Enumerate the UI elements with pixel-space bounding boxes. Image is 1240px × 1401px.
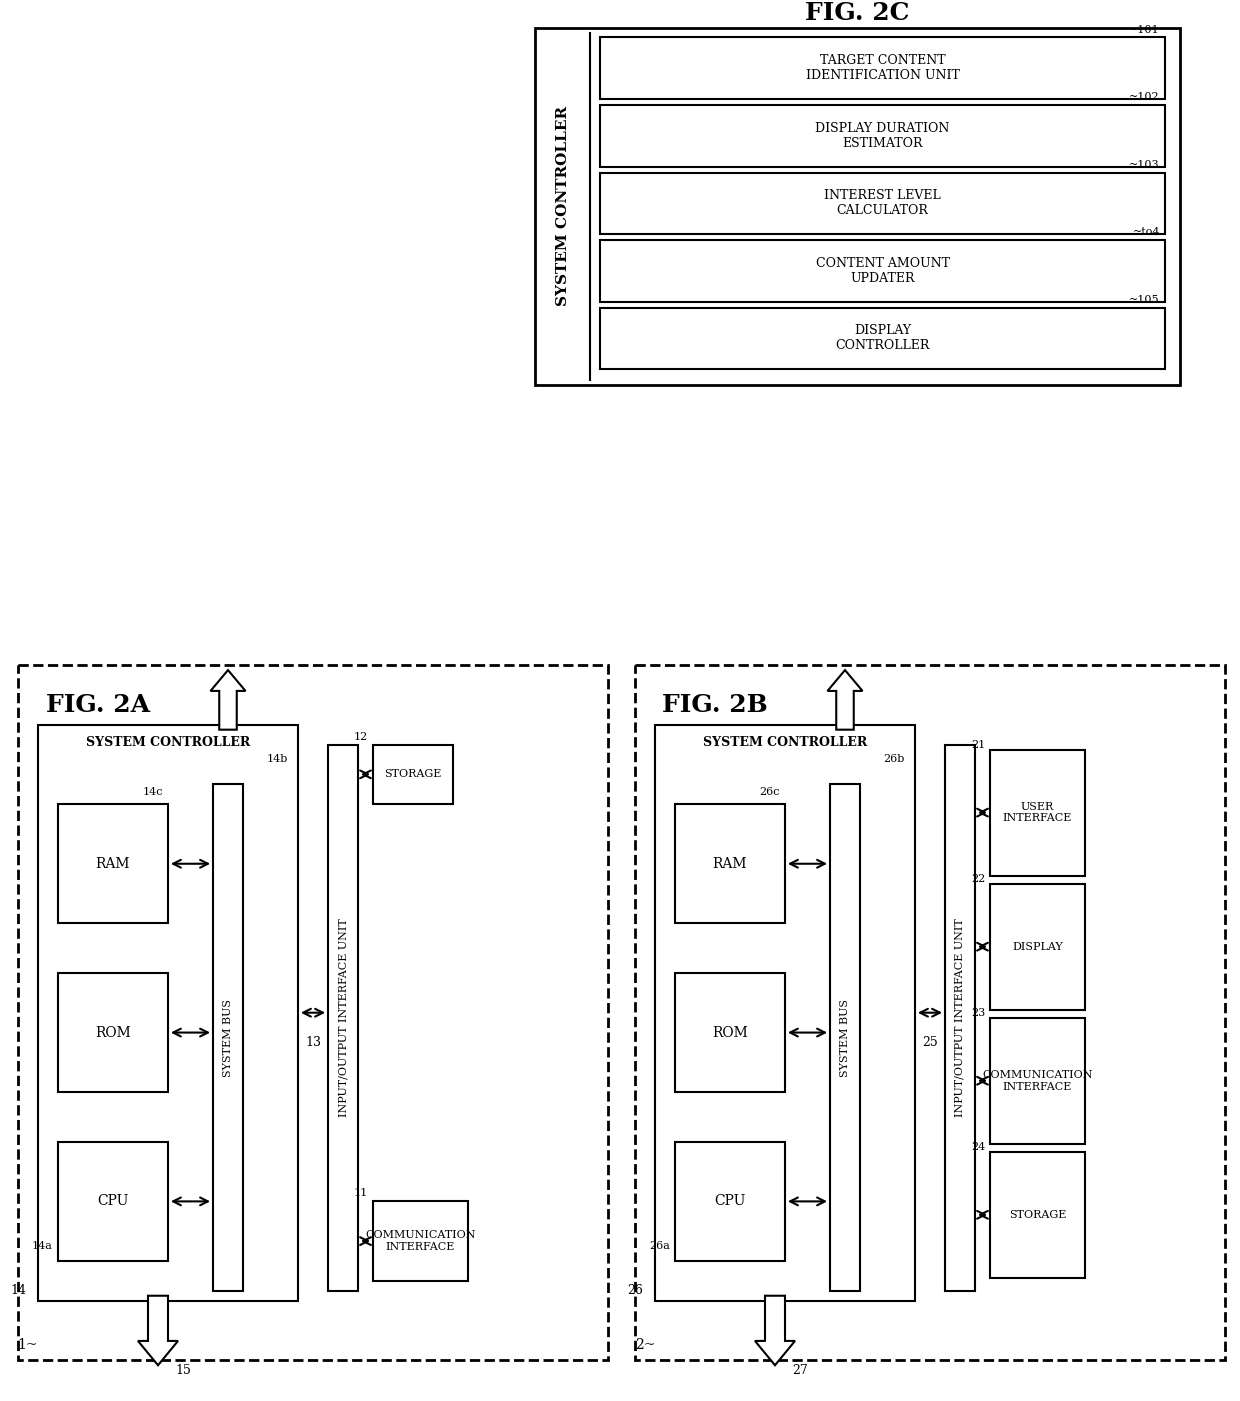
Text: ROM: ROM: [712, 1026, 748, 1040]
Text: 1~: 1~: [17, 1338, 38, 1352]
Text: INPUT/OUTPUT INTERFACE UNIT: INPUT/OUTPUT INTERFACE UNIT: [339, 918, 348, 1117]
Polygon shape: [211, 670, 246, 730]
FancyBboxPatch shape: [990, 750, 1085, 876]
Text: 2~: 2~: [635, 1338, 655, 1352]
FancyBboxPatch shape: [373, 1202, 467, 1281]
Text: 26a: 26a: [649, 1241, 670, 1251]
FancyBboxPatch shape: [600, 105, 1166, 167]
Text: 11: 11: [353, 1188, 368, 1198]
FancyBboxPatch shape: [990, 884, 1085, 1010]
Polygon shape: [755, 1296, 795, 1365]
Text: FIG. 2C: FIG. 2C: [805, 0, 910, 25]
Text: SYSTEM BUS: SYSTEM BUS: [839, 999, 849, 1076]
Text: ~105: ~105: [1130, 294, 1159, 304]
Polygon shape: [138, 1296, 179, 1365]
Text: COMMUNICATION
INTERFACE: COMMUNICATION INTERFACE: [982, 1070, 1092, 1091]
Text: SYSTEM CONTROLLER: SYSTEM CONTROLLER: [703, 736, 867, 750]
Text: ROM: ROM: [95, 1026, 131, 1040]
Text: DISPLAY DURATION
ESTIMATOR: DISPLAY DURATION ESTIMATOR: [816, 122, 950, 150]
FancyBboxPatch shape: [675, 1142, 785, 1261]
Text: STORAGE: STORAGE: [384, 769, 441, 779]
Text: 21: 21: [971, 740, 985, 750]
FancyBboxPatch shape: [945, 744, 975, 1290]
FancyBboxPatch shape: [19, 665, 608, 1360]
Text: COMMUNICATION
INTERFACE: COMMUNICATION INTERFACE: [366, 1230, 476, 1252]
Text: FIG. 2B: FIG. 2B: [662, 693, 768, 717]
Text: SYSTEM CONTROLLER: SYSTEM CONTROLLER: [556, 106, 570, 307]
FancyBboxPatch shape: [58, 972, 167, 1093]
Text: 26: 26: [627, 1285, 644, 1297]
Text: ~to4: ~to4: [1132, 227, 1159, 237]
FancyBboxPatch shape: [58, 1142, 167, 1261]
Text: 15: 15: [175, 1363, 191, 1377]
Text: RAM: RAM: [95, 857, 130, 871]
Text: RAM: RAM: [713, 857, 748, 871]
Text: INTEREST LEVEL
CALCULATOR: INTEREST LEVEL CALCULATOR: [825, 189, 941, 217]
FancyBboxPatch shape: [329, 744, 358, 1290]
Text: 25: 25: [923, 1035, 937, 1049]
FancyBboxPatch shape: [635, 665, 1225, 1360]
Text: 24: 24: [971, 1142, 985, 1152]
Text: 22: 22: [971, 874, 985, 884]
FancyBboxPatch shape: [830, 785, 861, 1290]
FancyBboxPatch shape: [600, 38, 1166, 99]
Text: 14: 14: [10, 1285, 26, 1297]
Text: 26c: 26c: [759, 787, 780, 797]
Text: 12: 12: [353, 731, 368, 741]
Text: 26b: 26b: [884, 755, 905, 765]
FancyBboxPatch shape: [675, 972, 785, 1093]
Polygon shape: [827, 670, 863, 730]
Text: DISPLAY
CONTROLLER: DISPLAY CONTROLLER: [836, 325, 930, 353]
Text: TARGET CONTENT
IDENTIFICATION UNIT: TARGET CONTENT IDENTIFICATION UNIT: [806, 55, 960, 83]
Text: 14a: 14a: [32, 1241, 53, 1251]
FancyBboxPatch shape: [990, 1017, 1085, 1143]
FancyBboxPatch shape: [58, 804, 167, 923]
Text: CPU: CPU: [97, 1195, 129, 1209]
Text: INPUT/OUTPUT INTERFACE UNIT: INPUT/OUTPUT INTERFACE UNIT: [955, 918, 965, 1117]
Text: USER
INTERFACE: USER INTERFACE: [1003, 801, 1073, 824]
FancyBboxPatch shape: [675, 804, 785, 923]
FancyBboxPatch shape: [534, 28, 1180, 385]
FancyBboxPatch shape: [655, 724, 915, 1300]
Text: DISPLAY: DISPLAY: [1012, 941, 1063, 951]
Text: 27: 27: [792, 1363, 808, 1377]
Text: FIG. 2A: FIG. 2A: [46, 693, 150, 717]
FancyBboxPatch shape: [600, 308, 1166, 370]
FancyBboxPatch shape: [990, 1152, 1085, 1278]
FancyBboxPatch shape: [600, 172, 1166, 234]
Text: STORAGE: STORAGE: [1009, 1210, 1066, 1220]
Text: 13: 13: [305, 1035, 321, 1049]
FancyBboxPatch shape: [373, 744, 453, 804]
Text: ~103: ~103: [1130, 160, 1159, 170]
Text: 14b: 14b: [267, 755, 288, 765]
FancyBboxPatch shape: [600, 240, 1166, 301]
Text: CPU: CPU: [714, 1195, 745, 1209]
FancyBboxPatch shape: [213, 785, 243, 1290]
Text: ~101: ~101: [1130, 25, 1159, 35]
FancyBboxPatch shape: [38, 724, 298, 1300]
Text: 14c: 14c: [143, 787, 162, 797]
Text: 23: 23: [971, 1007, 985, 1017]
Text: SYSTEM CONTROLLER: SYSTEM CONTROLLER: [86, 736, 250, 750]
Text: CONTENT AMOUNT
UPDATER: CONTENT AMOUNT UPDATER: [816, 256, 950, 284]
Text: SYSTEM BUS: SYSTEM BUS: [223, 999, 233, 1076]
Text: ~102: ~102: [1130, 92, 1159, 102]
